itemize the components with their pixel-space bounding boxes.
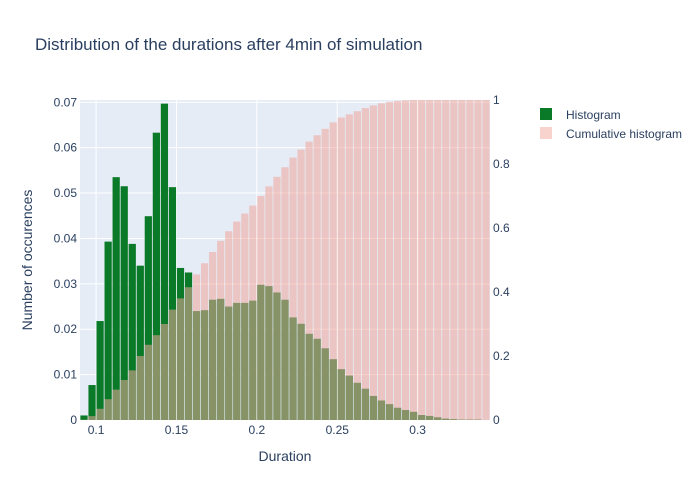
y-tick-label: 0.07 [54,95,78,109]
cumulative-bar[interactable] [225,231,233,420]
chart-title: Distribution of the durations after 4min… [35,35,422,54]
cumulative-bar[interactable] [120,380,128,420]
cumulative-bar[interactable] [321,128,329,421]
y-tick-label: 0 [70,413,77,427]
cumulative-bar[interactable] [96,408,104,420]
y-axis-ticks: 0 0.01 0.02 0.03 0.04 0.05 0.06 0.07 [54,95,78,427]
histogram-bar[interactable] [128,243,136,420]
x-axis-title: Duration [259,448,312,464]
cumulative-bar[interactable] [442,100,450,420]
cumulative-bar[interactable] [168,309,177,420]
cumulative-bar[interactable] [466,100,474,420]
cumulative-bar[interactable] [305,141,313,420]
cumulative-bar[interactable] [410,100,418,420]
legend-label-cumulative[interactable]: Cumulative histogram [566,127,682,141]
y-tick-label: 0.01 [54,368,78,382]
cumulative-bar[interactable] [418,100,426,420]
cumulative-bar[interactable] [265,186,273,420]
cumulative-bar[interactable] [136,356,144,420]
y-tick-label: 0.06 [54,141,78,155]
cumulative-bar[interactable] [217,240,225,420]
y2-axis-ticks: 0 0.2 0.4 0.6 0.8 1 [493,93,510,427]
x-tick-label: 0.3 [409,423,426,437]
cumulative-bar[interactable] [249,205,257,420]
cumulative-bars [80,100,490,421]
legend-swatch-cumulative[interactable] [540,127,552,139]
cumulative-bar[interactable] [289,157,297,420]
cumulative-bar[interactable] [160,324,169,420]
cumulative-bar[interactable] [458,100,466,420]
cumulative-bar[interactable] [426,100,434,420]
cumulative-bar[interactable] [152,335,160,420]
y-axis-title: Number of occurences [19,190,35,331]
cumulative-bar[interactable] [144,344,152,420]
cumulative-bar[interactable] [88,416,96,420]
y-tick-label: 0.02 [54,322,78,336]
x-tick-label: 0.25 [326,423,350,437]
cumulative-bar[interactable] [112,389,120,420]
cumulative-bar[interactable] [281,167,289,420]
histogram-bar[interactable] [80,415,88,420]
cumulative-bar[interactable] [233,221,241,420]
cumulative-bar[interactable] [176,298,185,420]
y2-tick-label: 0.2 [493,349,510,363]
legend[interactable]: Histogram Cumulative histogram [540,108,682,141]
y2-tick-label: 0.4 [493,285,510,299]
histogram-bar[interactable] [136,265,144,420]
histogram-bar[interactable] [120,186,128,420]
cumulative-bar[interactable] [482,100,490,420]
cumulative-bar[interactable] [474,100,482,420]
y-tick-label: 0.05 [54,186,78,200]
cumulative-bar[interactable] [273,176,281,420]
cumulative-bar[interactable] [209,252,217,420]
cumulative-bar[interactable] [377,103,386,420]
histogram-bar[interactable] [112,177,120,420]
cumulative-bar[interactable] [184,287,193,420]
x-tick-label: 0.2 [249,423,266,437]
x-tick-label: 0.1 [88,423,105,437]
histogram-bar[interactable] [168,187,177,420]
cumulative-bar[interactable] [192,274,201,420]
cumulative-bar[interactable] [241,213,249,420]
y-tick-label: 0.03 [54,277,78,291]
y-tick-label: 0.04 [54,231,78,245]
y2-tick-label: 1 [493,93,500,107]
cumulative-bar[interactable] [401,100,410,420]
y2-tick-label: 0.8 [493,157,510,171]
cumulative-bar[interactable] [369,105,378,420]
histogram-bar[interactable] [144,216,152,420]
cumulative-bar[interactable] [329,122,337,421]
cumulative-bar[interactable] [385,101,394,421]
cumulative-bar[interactable] [434,100,442,420]
cumulative-bar[interactable] [128,370,136,420]
x-tick-label: 0.15 [165,423,189,437]
cumulative-bar[interactable] [450,100,458,420]
y2-tick-label: 0.6 [493,221,510,235]
cumulative-bar[interactable] [200,263,209,420]
histogram-bar[interactable] [88,385,96,420]
cumulative-bar[interactable] [313,135,321,420]
cumulative-bar[interactable] [104,399,112,420]
legend-swatch-histogram[interactable] [540,108,552,120]
x-axis-ticks: 0.1 0.15 0.2 0.25 0.3 [88,423,427,437]
cumulative-bar[interactable] [337,117,345,420]
histogram-bar[interactable] [160,103,169,421]
histogram-bar[interactable] [96,321,104,420]
cumulative-bar[interactable] [361,108,370,420]
cumulative-bar[interactable] [393,100,402,421]
cumulative-bar[interactable] [257,196,265,420]
y2-tick-label: 0 [493,413,500,427]
histogram-bar[interactable] [104,241,112,420]
cumulative-bar[interactable] [297,149,305,420]
cumulative-bar[interactable] [345,114,353,421]
legend-label-histogram[interactable]: Histogram [566,108,621,122]
histogram-bar[interactable] [152,132,160,420]
cumulative-bar[interactable] [353,111,361,420]
